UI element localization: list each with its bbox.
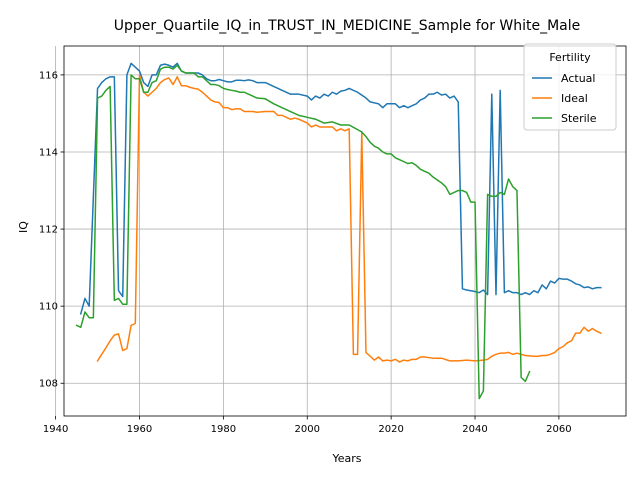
legend-label-actual: Actual bbox=[561, 72, 595, 85]
series-line-ideal bbox=[96, 74, 602, 363]
series-line-actual bbox=[79, 62, 602, 315]
y-axis-label: IQ bbox=[17, 221, 30, 233]
y-tick-label: 108 bbox=[39, 379, 58, 390]
series-line-sterile bbox=[75, 64, 531, 400]
x-tick-label: 1960 bbox=[127, 424, 152, 435]
legend-label-sterile: Sterile bbox=[561, 112, 597, 125]
y-tick-label: 116 bbox=[39, 70, 58, 81]
y-tick-label: 114 bbox=[39, 147, 58, 158]
chart-title: Upper_Quartile_IQ_in_TRUST_IN_MEDICINE_S… bbox=[114, 18, 581, 34]
legend-box bbox=[523, 43, 617, 131]
plot-area-frame bbox=[63, 45, 627, 417]
x-tick-label: 1980 bbox=[211, 424, 236, 435]
legend-entries: Actual Ideal Sterile bbox=[532, 72, 597, 125]
legend-title: Fertility bbox=[549, 51, 591, 64]
x-tick-label: 2020 bbox=[378, 424, 403, 435]
y-tick-label: 112 bbox=[39, 225, 58, 236]
x-axis-label: Years bbox=[331, 452, 361, 465]
series-lines bbox=[75, 62, 602, 400]
legend: Fertility Actual Ideal Sterile bbox=[523, 43, 617, 131]
x-tick-label: 2060 bbox=[546, 424, 571, 435]
axis-ticks: 1940 1960 1980 2000 2020 2040 2060 108 110 112 114… bbox=[39, 70, 572, 435]
x-tick-label: 1940 bbox=[43, 424, 68, 435]
y-tick-label: 110 bbox=[39, 302, 58, 313]
legend-label-ideal: Ideal bbox=[561, 92, 588, 105]
x-tick-label: 2000 bbox=[295, 424, 320, 435]
x-tick-label: 2040 bbox=[462, 424, 487, 435]
